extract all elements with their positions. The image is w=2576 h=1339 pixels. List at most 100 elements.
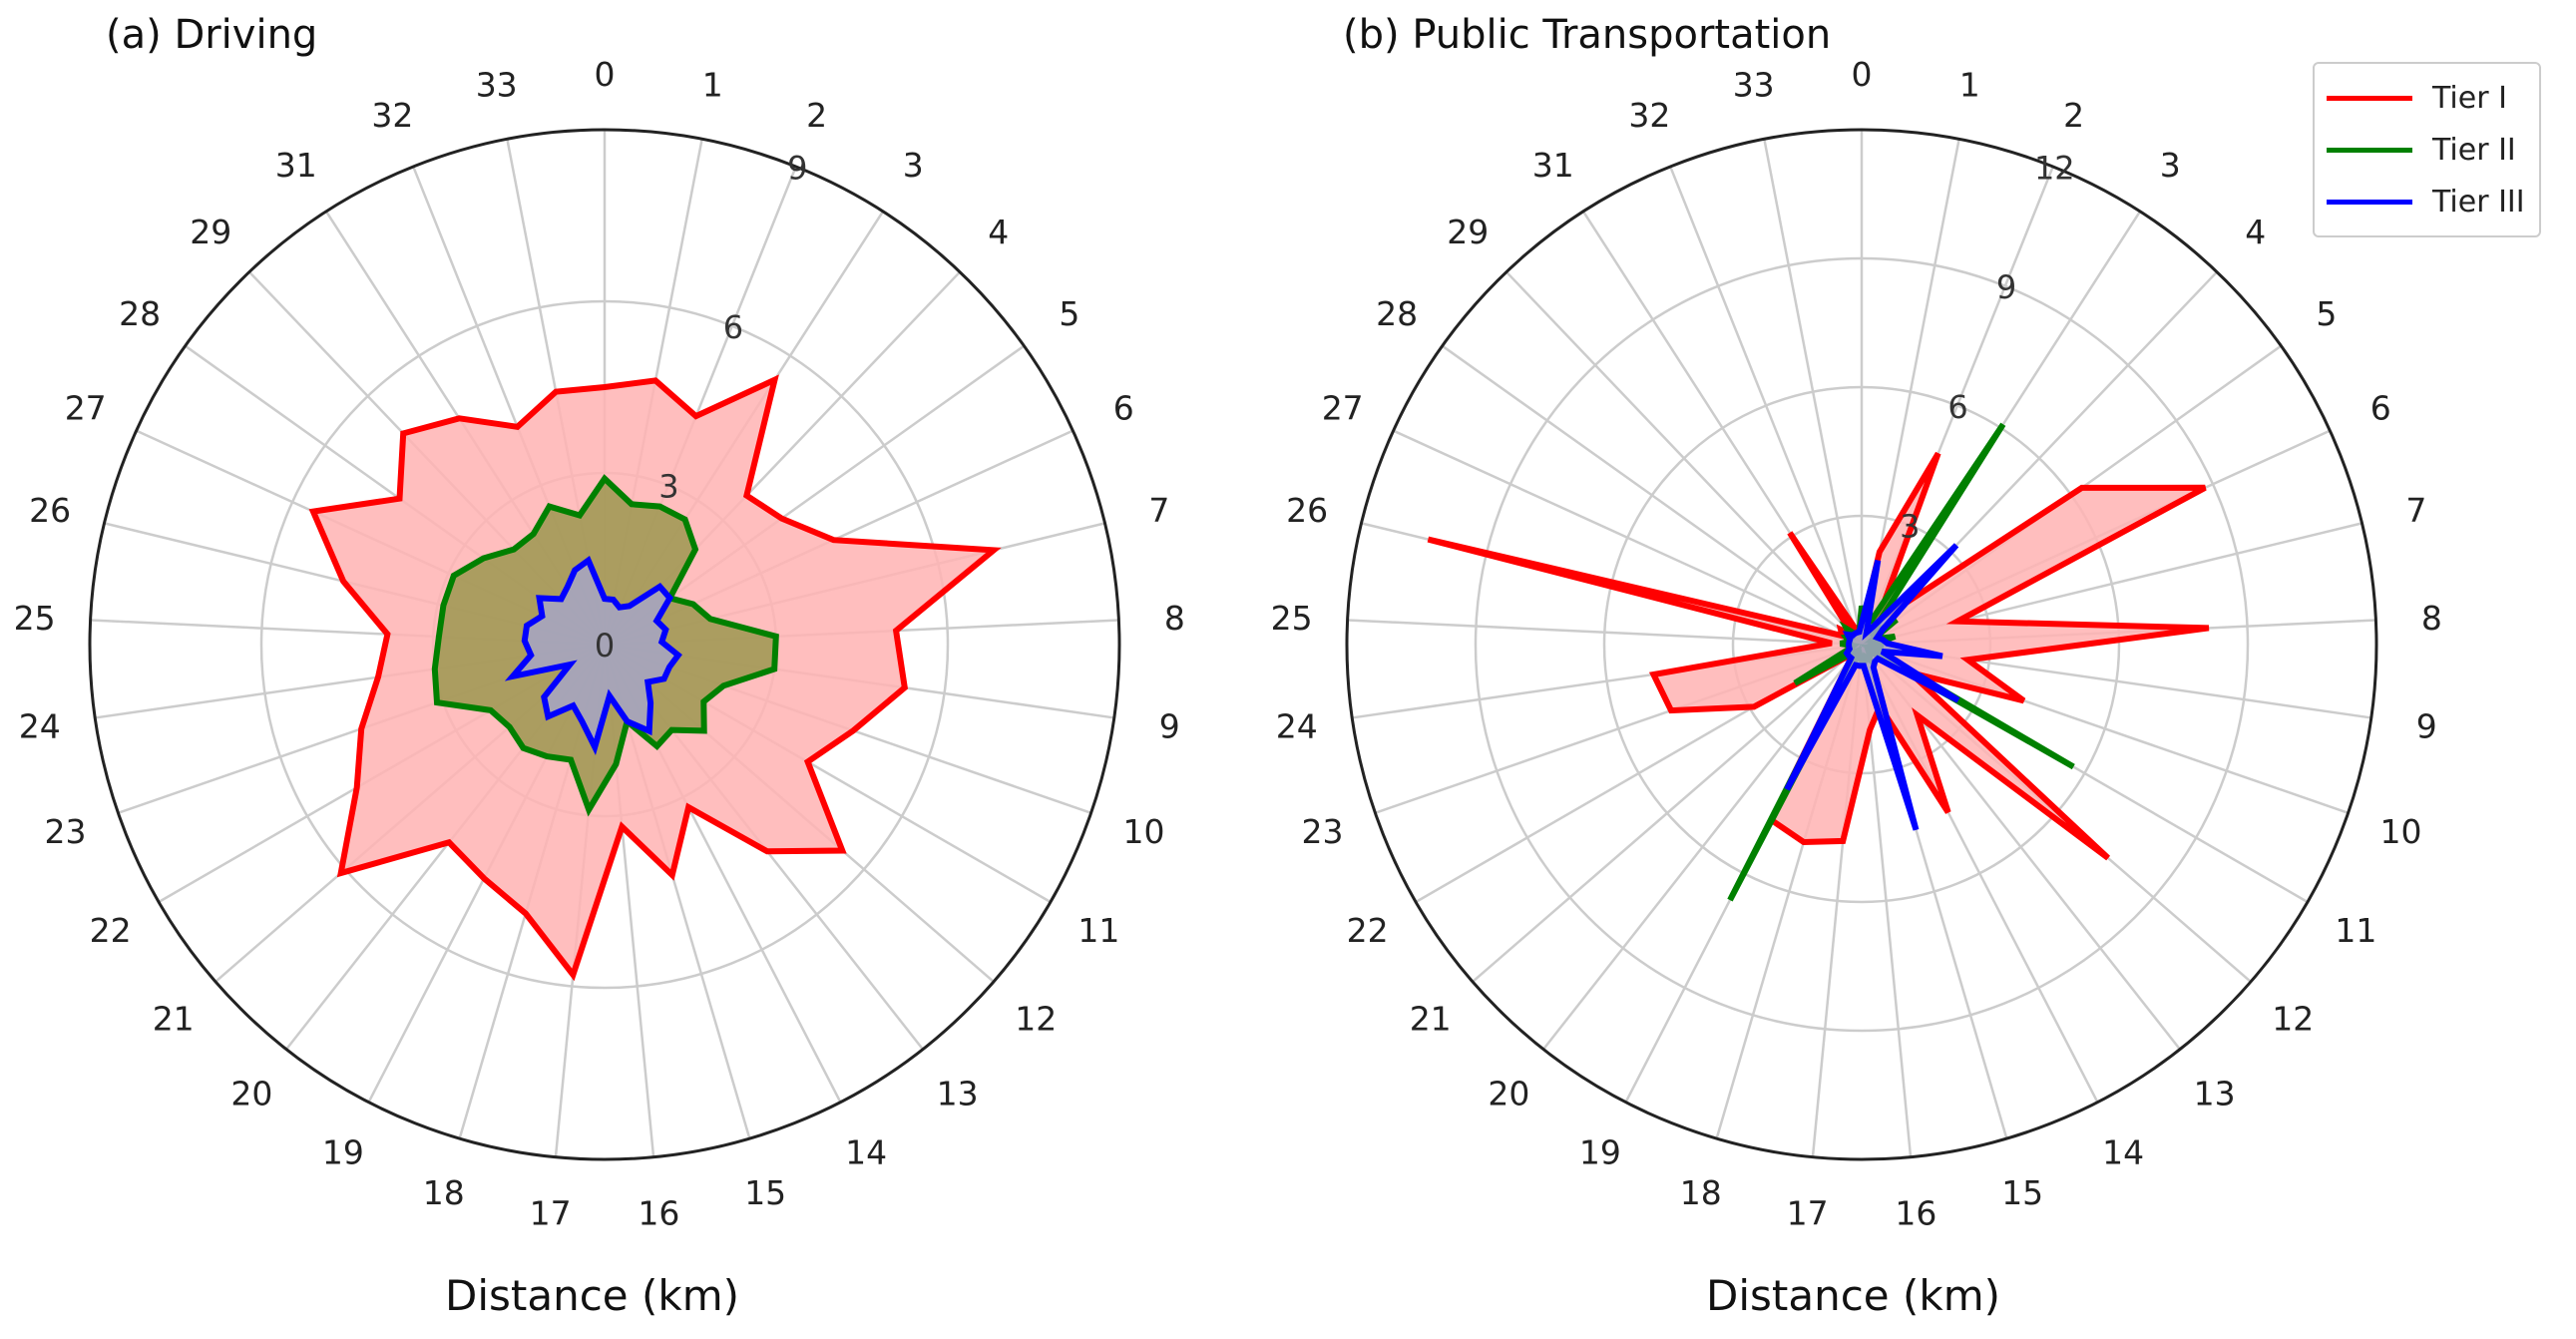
radial-tick-label: 3 [1900,507,1920,545]
angular-tick-label: 0 [595,55,616,94]
angular-tick-label: 11 [2335,911,2376,950]
chart-title-driving: (a) Driving [106,12,318,58]
radial-tick-label: 0 [595,627,615,665]
legend-item-tier-3: Tier III [2327,176,2525,227]
angular-gridline [1441,344,1863,647]
angular-tick-label: 7 [2405,491,2426,530]
angular-tick-label: 26 [1286,491,1328,530]
radial-tick-label: 3 [658,468,678,506]
legend: Tier I Tier II Tier III [2313,62,2541,237]
x-axis-label-public-transportation: Distance (km) [1706,1271,2001,1320]
angular-tick-label: 9 [1159,706,1180,745]
x-axis-label-driving: Distance (km) [445,1271,740,1320]
angular-gridline [1472,644,1863,983]
angular-tick-label: 3 [903,146,924,185]
angular-tick-label: 17 [530,1193,572,1232]
angular-gridline [1393,429,1863,647]
angular-tick-label: 24 [19,706,61,745]
angular-tick-label: 23 [45,812,87,851]
angular-tick-label: 6 [2370,388,2391,427]
angular-tick-label: 32 [1628,96,1670,135]
angular-tick-label: 18 [423,1173,465,1212]
angular-tick-label: 1 [702,65,723,104]
angular-tick-label: 15 [2001,1173,2043,1212]
angular-tick-label: 14 [2102,1132,2144,1171]
angular-tick-label: 15 [744,1173,786,1212]
angular-tick-label: 33 [476,65,518,104]
angular-tick-label: 13 [937,1075,979,1114]
legend-swatch-tier-3 [2327,199,2412,205]
angular-tick-label: 7 [1148,491,1169,530]
angular-tick-label: 12 [2272,1000,2314,1039]
radial-tick-label: 6 [723,308,743,346]
angular-tick-label: 2 [2063,96,2084,135]
angular-tick-label: 24 [1276,706,1318,745]
angular-tick-label: 28 [119,294,161,333]
angular-tick-label: 25 [14,599,56,638]
angular-tick-label: 20 [1488,1075,1529,1114]
angular-tick-label: 3 [2160,146,2181,185]
angular-tick-label: 26 [29,491,71,530]
radial-tick-label: 9 [787,150,807,188]
angular-tick-label: 1 [1959,65,1980,104]
angular-gridline [1669,166,1864,646]
angular-gridline [1763,139,1864,646]
polar-frame [88,128,1121,1161]
angular-tick-label: 18 [1680,1173,1722,1212]
angular-tick-label: 9 [2416,706,2437,745]
legend-label-tier-1: Tier I [2432,80,2507,116]
angular-tick-label: 16 [638,1193,679,1232]
legend-swatch-tier-1 [2327,95,2412,101]
legend-item-tier-1: Tier I [2327,72,2525,124]
angular-tick-label: 27 [1322,388,1364,427]
angular-tick-label: 32 [371,96,413,135]
angular-tick-label: 31 [275,146,317,185]
angular-tick-label: 4 [988,213,1009,251]
legend-item-tier-2: Tier II [2327,124,2525,176]
angular-tick-label: 33 [1733,65,1775,104]
legend-swatch-tier-2 [2327,147,2412,153]
angular-tick-label: 10 [2380,812,2422,851]
angular-tick-label: 17 [1787,1193,1829,1232]
angular-tick-label: 25 [1271,599,1313,638]
angular-tick-label: 19 [322,1132,364,1171]
angular-tick-label: 11 [1077,911,1119,950]
angular-tick-label: 29 [190,213,231,251]
angular-tick-label: 27 [65,388,107,427]
angular-tick-label: 22 [90,911,132,950]
angular-gridline [1347,619,1863,647]
angular-tick-label: 0 [1852,55,1873,94]
series-3-polygon [1784,543,1960,831]
angular-tick-label: 31 [1532,146,1574,185]
angular-gridline [1505,270,1863,646]
angular-tick-label: 13 [2194,1075,2236,1114]
angular-tick-label: 29 [1447,213,1489,251]
series-3-polygon [504,555,682,755]
angular-tick-label: 5 [2316,294,2337,333]
angular-tick-label: 4 [2245,213,2266,251]
angular-tick-label: 8 [2421,599,2442,638]
angular-tick-label: 19 [1579,1132,1621,1171]
angular-tick-label: 20 [230,1075,272,1114]
series-1-polygon [1427,451,2210,861]
chart-title-public-transportation: (b) Public Transportation [1343,12,1832,58]
angular-tick-label: 22 [1347,911,1389,950]
angular-tick-label: 5 [1059,294,1079,333]
angular-tick-label: 14 [845,1132,887,1171]
radial-tick-label: 12 [2034,150,2075,188]
polar-frame [1345,128,2378,1161]
angular-tick-label: 12 [1015,1000,1057,1039]
angular-tick-label: 21 [1410,1000,1452,1039]
legend-label-tier-2: Tier II [2432,132,2516,168]
angular-tick-label: 6 [1113,388,1134,427]
angular-tick-label: 21 [153,1000,195,1039]
angular-tick-label: 10 [1123,812,1165,851]
legend-label-tier-3: Tier III [2432,184,2525,220]
angular-tick-label: 28 [1376,294,1418,333]
angular-tick-label: 8 [1164,599,1185,638]
angular-gridline [1542,644,1863,1051]
angular-tick-label: 23 [1302,812,1344,851]
